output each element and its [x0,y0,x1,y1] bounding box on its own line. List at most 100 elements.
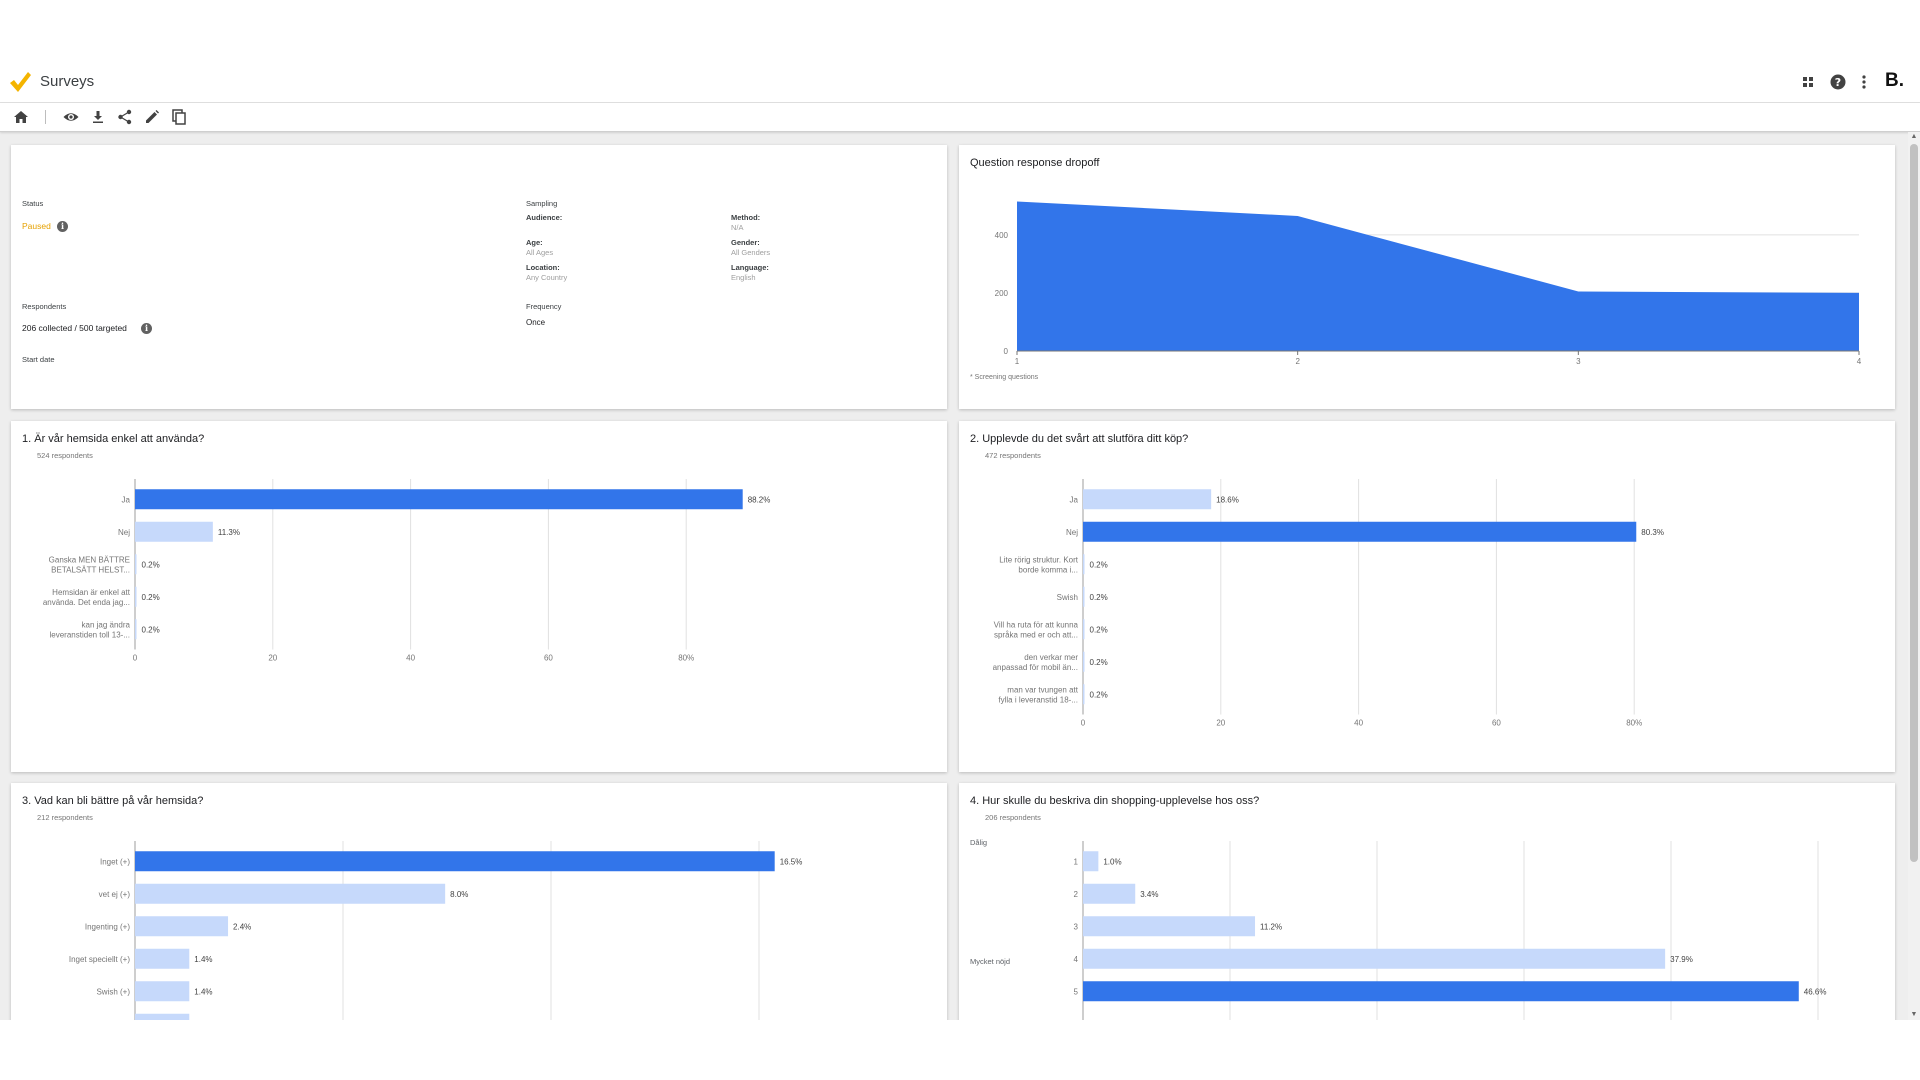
category-label: 4 [1074,955,1079,964]
category-label: använda. Det enda jag... [43,598,130,607]
bar-value-label: 16.5% [780,857,803,866]
more-vert-icon[interactable] [1854,72,1874,92]
status-info-icon[interactable]: i [57,221,68,232]
category-label: 3 [1074,922,1079,931]
edit-icon[interactable] [143,108,161,126]
scroll-up-icon[interactable]: ▲ [1910,133,1918,140]
bar-value-label: 0.2% [1090,658,1108,667]
scale-low-label: Dålig [970,838,988,847]
method-label: Method: [731,213,761,222]
bar-value-label: 37.9% [1670,955,1693,964]
question-3-bar-chart: 16.5% Inget (+) 8.0% vet ej (+) 2.4% Ingentin… [69,841,803,1020]
category-label: Inget (+) [100,857,130,866]
question-1-title: 1. Är vår hemsida enkel att använda? [22,433,205,445]
sampling-label: Sampling [526,199,558,208]
surveys-app: Surveys ? B. [0,62,1920,1020]
apps-icon[interactable] [1798,72,1818,92]
bar [135,586,137,607]
category-label: Swish [1057,593,1078,602]
x-tick-label: 40 [406,654,415,663]
location-label: Location: [526,263,560,272]
question-1-respondents: 524 respondents [37,451,93,460]
age-label: Age: [526,238,543,247]
question-4-card: 4. Hur skulle du beskriva din shopping-u… [959,783,1895,1020]
category-label: BETALSÄTT HELST... [51,565,130,574]
bar-value-label: 0.2% [142,560,160,569]
y-tick-label: 0 [1004,347,1009,356]
dropoff-area [1017,201,1859,351]
y-tick-label: 400 [995,231,1009,240]
status-label: Status [22,199,44,208]
method-value: N/A [731,223,744,232]
home-icon[interactable] [12,108,30,126]
frequency-label: Frequency [526,302,562,311]
category-label: 1 [1074,857,1079,866]
scroll-thumb[interactable] [1910,144,1918,862]
respondents-value: 206 collected / 500 targeted [22,323,127,333]
screening-note: * Screening questions [970,374,1039,381]
bar [1083,521,1637,542]
page-scrollbar[interactable]: ▲ ▼ [1908,132,1920,1020]
x-tick-label: 4 [1857,357,1862,366]
category-label: den verkar mer [1024,653,1078,662]
category-label: fylla i leveranstid 18-... [998,695,1078,704]
bar [1083,651,1085,672]
language-value: English [731,273,756,282]
category-label: vet ej (+) [99,890,131,899]
x-tick-label: 0 [1081,719,1086,728]
gender-label: Gender: [731,238,760,247]
x-tick-label: 3 [1576,357,1581,366]
bar-value-label: 0.2% [1090,560,1108,569]
bar [1083,851,1099,872]
bar-value-label: 11.3% [218,528,240,537]
bar-value-label: 18.6% [1216,495,1239,504]
respondents-info-icon[interactable]: i [141,323,152,334]
scroll-down-icon[interactable]: ▼ [1910,1011,1918,1018]
category-label: kan jag ändra [82,620,131,629]
bar [135,521,213,542]
question-2-bar-chart: 0 20 40 60 80% 18.6% Ja 80.3% Nej 0.2% Lite rörig … [993,479,1664,728]
bar [1083,981,1799,1002]
category-label: Lite rörig struktur. Kort [999,555,1078,564]
question-2-title: 2. Upplevde du det svårt att slutföra di… [970,433,1189,445]
bar [1083,948,1666,969]
question-4-title: 4. Hur skulle du beskriva din shopping-u… [970,795,1260,807]
bar [135,851,775,872]
bar [135,948,190,969]
bar [135,1013,190,1020]
category-label: leveranstiden toll 13-... [50,630,131,639]
bar-value-label: 1.0% [1103,857,1121,866]
bar-value-label: 11.2% [1260,922,1282,931]
bar-value-label: 8.0% [450,890,468,899]
location-value: Any Country [526,273,568,282]
dropoff-title: Question response dropoff [970,157,1100,169]
x-tick-label: 60 [544,654,553,663]
copy-icon[interactable] [170,108,188,126]
svg-text:?: ? [1835,76,1841,89]
brand-logo[interactable]: B. [1885,70,1904,91]
category-label: Swish (+) [96,987,130,996]
y-tick-label: 200 [995,289,1009,298]
category-label: Ja [122,495,131,504]
x-tick-label: 0 [133,654,138,663]
bar-value-label: 0.2% [1090,625,1108,634]
language-label: Language: [731,263,769,272]
category-label: Vill ha ruta för att kunna [994,620,1079,629]
respondents-label: Respondents [22,302,67,311]
preview-icon[interactable] [62,108,80,126]
category-label: anpassad för mobil än... [993,663,1078,672]
question-4-bar-chart: 1.0% 1 3.4% 2 11.2% 3 37.9% 4 46.6% 5 [1074,841,1826,1020]
help-icon[interactable]: ? [1828,72,1848,92]
category-label: Inget speciellt (+) [69,955,130,964]
bar [1083,554,1085,575]
share-icon[interactable] [116,108,134,126]
bar [1083,916,1256,937]
category-label: Ganska MEN BÄTTRE [49,555,130,564]
x-tick-label: 2 [1295,357,1300,366]
x-tick-label: 60 [1492,719,1501,728]
category-label: Hemsidan är enkel att [52,588,131,597]
download-icon[interactable] [89,108,107,126]
toolbar-divider [45,110,46,124]
category-label: 5 [1074,987,1079,996]
bar [135,619,137,640]
